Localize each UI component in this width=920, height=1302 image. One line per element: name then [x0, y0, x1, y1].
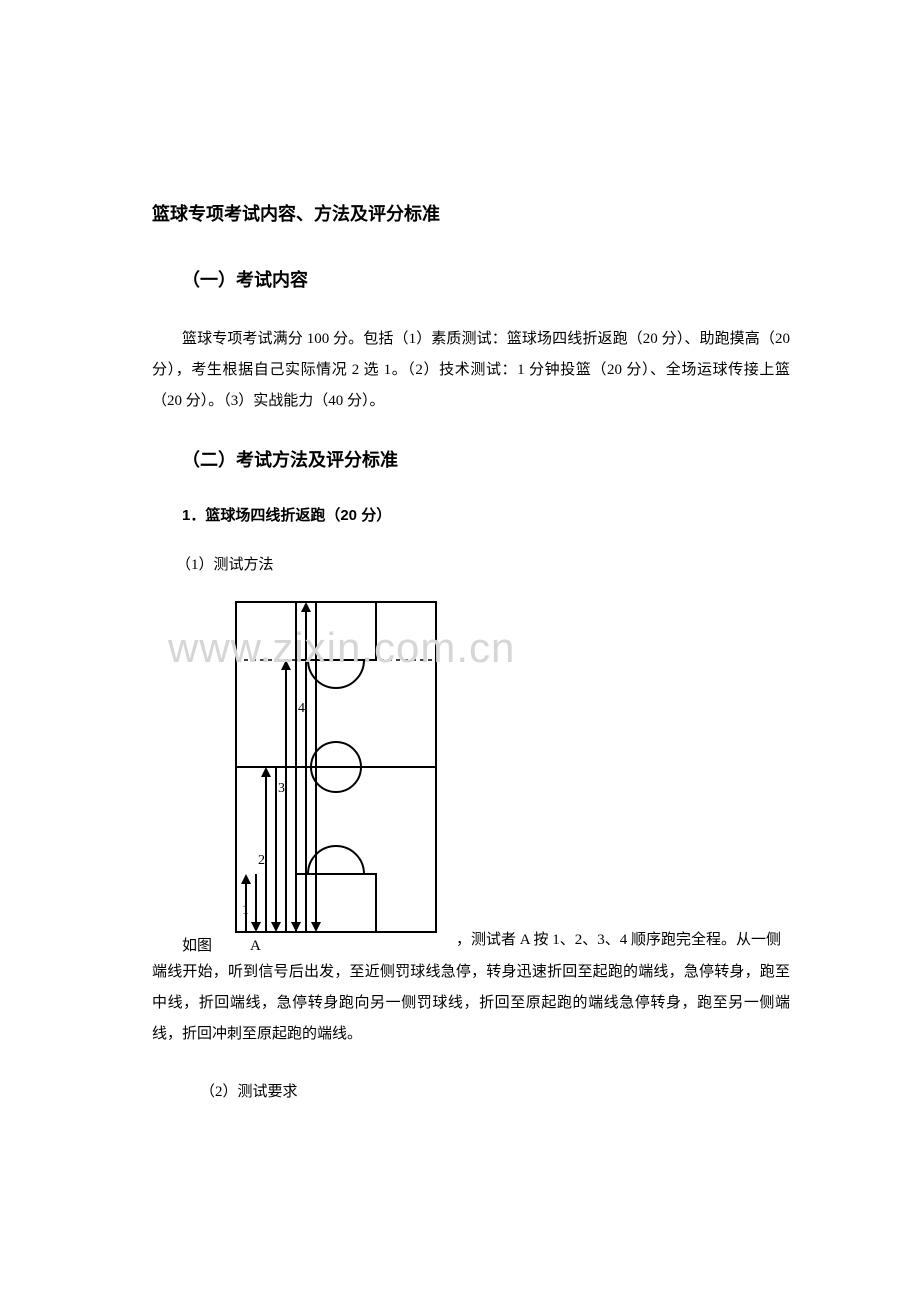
- svg-text:1: 1: [242, 903, 249, 918]
- court-diagram: 1 2 3 4 A: [216, 592, 456, 957]
- svg-text:3: 3: [278, 781, 285, 796]
- figure-lead-text: 如图: [182, 934, 212, 957]
- figure-paragraph-rest: 端线开始，听到信号后出发，至近侧罚球线急停，转身迅速折回至起跑的端线，急停转身，…: [152, 957, 790, 1049]
- item-1-heading: 1．篮球场四线折返跑（20 分）: [182, 504, 790, 525]
- doc-title: 篮球专项考试内容、方法及评分标准: [152, 200, 790, 226]
- document-page: 篮球专项考试内容、方法及评分标准 （一）考试内容 篮球专项考试满分 100 分。…: [0, 0, 920, 1101]
- item-1-sub-2: （2）测试要求: [200, 1080, 790, 1101]
- svg-text:2: 2: [258, 853, 265, 868]
- figure-block: 如图 1 2 3 4 A ，测试者 A 按 1、2、3、4 顺序跑完全程。从一侧 端线开…: [152, 592, 790, 1049]
- figure-trail-text: ，测试者 A 按 1、2、3、4 顺序跑完全程。从一侧: [456, 925, 790, 958]
- svg-text:A: A: [250, 938, 261, 954]
- item-1-sub-1: （1）测试方法: [176, 553, 790, 574]
- section-1-heading: （一）考试内容: [182, 266, 790, 292]
- section-1-paragraph: 篮球专项考试满分 100 分。包括（1）素质测试：篮球场四线折返跑（20 分）、…: [152, 324, 790, 416]
- section-2-heading: （二）考试方法及评分标准: [182, 446, 790, 472]
- court-diagram-svg: 1 2 3 4 A: [216, 592, 456, 957]
- svg-text:4: 4: [298, 701, 305, 716]
